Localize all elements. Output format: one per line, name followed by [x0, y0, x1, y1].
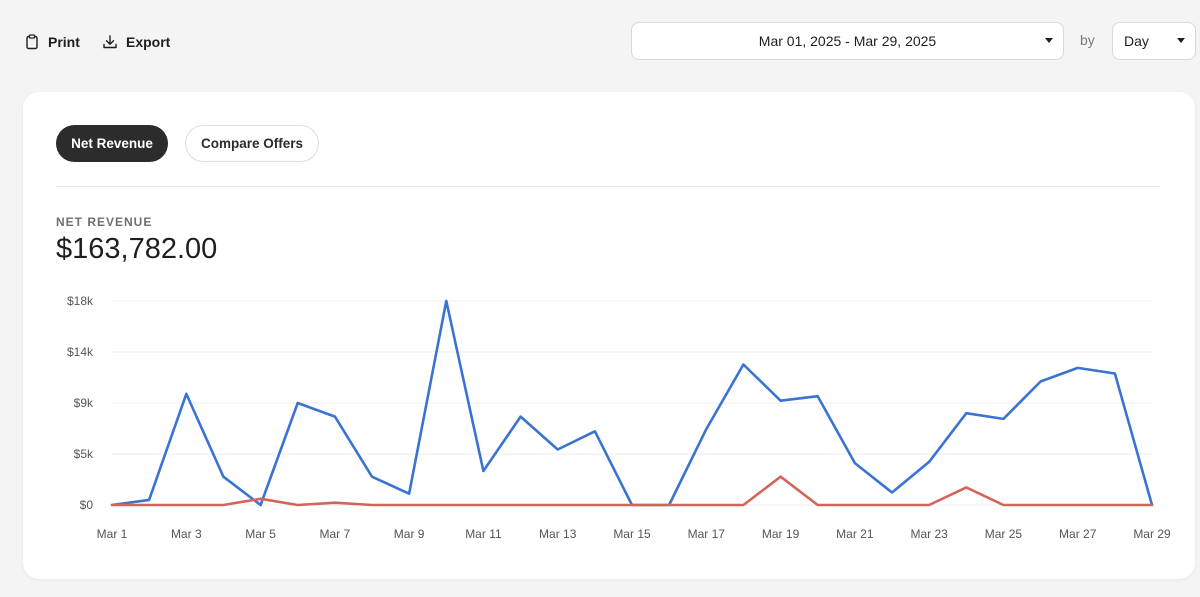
tab-net-revenue[interactable]: Net Revenue — [56, 125, 168, 162]
caret-down-icon — [1177, 38, 1185, 43]
toolbar: Print Export Mar 01, 2025 - Mar 29, 2025… — [0, 0, 1200, 84]
clipboard-icon — [26, 34, 38, 50]
by-label: by — [1080, 32, 1095, 48]
download-icon — [103, 35, 117, 49]
granularity-select[interactable]: Day — [1112, 22, 1196, 60]
metric-label: NET REVENUE — [56, 215, 153, 229]
print-button[interactable]: Print — [24, 31, 80, 53]
print-label: Print — [48, 34, 80, 50]
divider — [56, 186, 1160, 187]
revenue-card: Net Revenue Compare Offers NET REVENUE $… — [23, 92, 1195, 579]
tab-compare-offers[interactable]: Compare Offers — [185, 125, 319, 162]
date-range-select[interactable]: Mar 01, 2025 - Mar 29, 2025 — [631, 22, 1064, 60]
view-tabs: Net Revenue Compare Offers — [56, 125, 319, 162]
export-button[interactable]: Export — [102, 31, 170, 53]
export-label: Export — [126, 34, 171, 50]
granularity-value: Day — [1124, 33, 1149, 49]
date-range-value: Mar 01, 2025 - Mar 29, 2025 — [758, 33, 937, 49]
caret-down-icon — [1045, 38, 1053, 43]
metric-value: $163,782.00 — [56, 233, 218, 265]
